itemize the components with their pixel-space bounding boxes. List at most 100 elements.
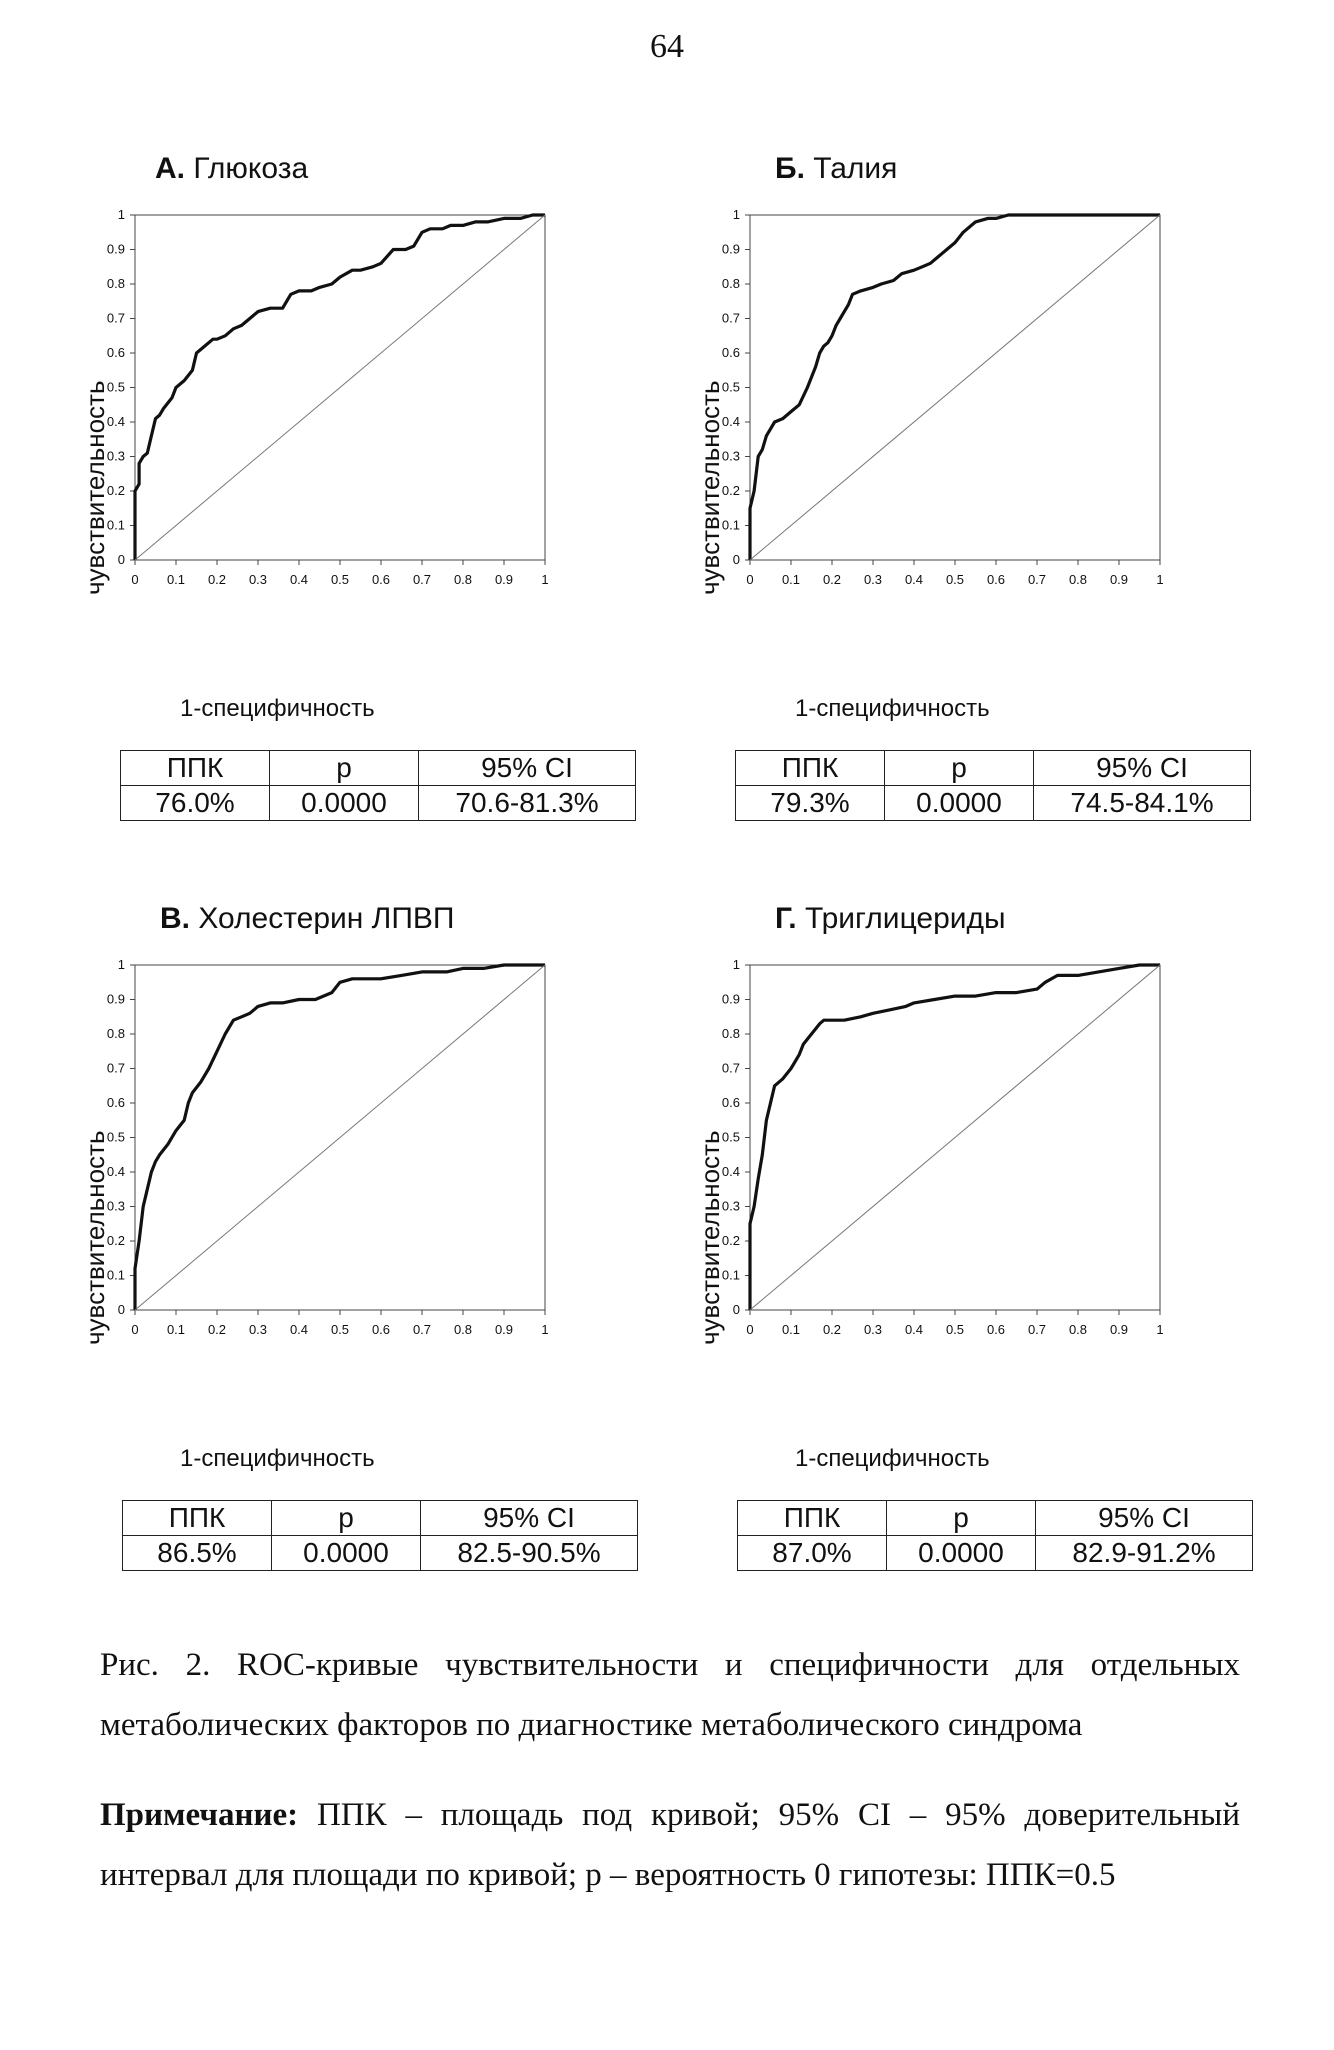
x-tick-label: 0.4 — [290, 572, 308, 587]
y-tick-label: 0.7 — [107, 311, 125, 326]
x-tick-label: 0.4 — [905, 1322, 923, 1337]
roc-chart: 00 0.1 0.1 0.2 0.2 0.3 0.3 0.4 0.4 0.5 0.5 0.6 0.6 0.… — [107, 957, 549, 1337]
header-auc: ППК — [735, 750, 885, 786]
roc-chart: 00 0.1 0.1 0.2 0.2 0.3 0.3 0.4 0.4 0.5 0.5 0.6 0.6 0.… — [722, 207, 1164, 587]
y-tick-label: 1 — [733, 957, 740, 972]
panel-title-text: Триглицериды — [804, 902, 1006, 935]
x-tick-label: 0.6 — [987, 1322, 1005, 1337]
x-tick-label: 0.4 — [290, 1322, 308, 1337]
reference-line — [134, 214, 546, 561]
x-tick-label: 1 — [541, 1322, 548, 1337]
y-tick-label: 0.3 — [107, 1199, 125, 1214]
note-text: ППК – площадь под кривой; 95% CI – 95% д… — [100, 1797, 1240, 1893]
x-tick-label: 0.8 — [454, 1322, 472, 1337]
header-auc: ППК — [122, 1500, 272, 1536]
page-number: 64 — [650, 28, 684, 65]
x-axis-label: 1-специфичность — [180, 1445, 375, 1472]
x-tick-label: 0.9 — [495, 572, 513, 587]
roc-chart: 00 0.1 0.1 0.2 0.2 0.3 0.3 0.4 0.4 0.5 0.5 0.6 0.6 0.… — [107, 207, 549, 587]
roc-curve — [748, 963, 1160, 1310]
y-tick-label: 0.9 — [107, 992, 125, 1007]
y-tick-label: 0.4 — [107, 1164, 125, 1179]
panel-letter: А. — [155, 152, 185, 185]
x-tick-label: 0.9 — [1110, 572, 1128, 587]
y-tick-label: 0.9 — [107, 242, 125, 257]
value-p: 0.0000 — [886, 1535, 1036, 1571]
x-tick-label: 0.6 — [987, 572, 1005, 587]
x-tick-label: 0.2 — [208, 572, 226, 587]
header-ci: 95% CI — [1033, 750, 1251, 786]
y-axis-label: чувствительность — [80, 1130, 110, 1345]
header-ci: 95% CI — [420, 1500, 638, 1536]
y-tick-label: 0.8 — [722, 1026, 740, 1041]
header-p: p — [271, 1500, 421, 1536]
reference-line — [749, 214, 1161, 561]
roc-panel-triglycerides: Г. Триглицериды 0 0 0.1 0.1 0.2 0.2 0.3 0.3 0.4 0… — [685, 890, 1253, 1610]
x-tick-label: 0.9 — [495, 1322, 513, 1337]
y-tick-label: 0.6 — [107, 345, 125, 360]
panel-title: В. Холестерин ЛПВП — [160, 902, 455, 936]
value-auc: 87.0% — [737, 1535, 887, 1571]
y-tick-label: 0.2 — [107, 1233, 125, 1248]
y-tick-label: 0 — [118, 1302, 125, 1317]
y-tick-label: 0.1 — [107, 1268, 125, 1283]
stats-table: ППК p 95% CI 86.5% 0.0000 82.5-90.5% — [122, 1500, 638, 1571]
panel-letter: В. — [160, 902, 190, 935]
x-tick-label: 0.7 — [413, 1322, 431, 1337]
y-tick-label: 0 — [733, 1302, 740, 1317]
y-tick-label: 0.9 — [722, 242, 740, 257]
y-axis-label: чувствительность — [695, 380, 725, 595]
panel-title: Г. Триглицериды — [775, 902, 1006, 936]
stats-table: ППК p 95% CI 87.0% 0.0000 82.9-91.2% — [737, 1500, 1253, 1571]
y-tick-label: 0.1 — [722, 1268, 740, 1283]
y-axis-label: чувствительность — [80, 380, 110, 595]
roc-panel-glucose: А. Глюкоза 0 0 0.1 0.1 0.2 0.2 0.3 0.3 0.4 0.4 0.5… — [70, 140, 636, 860]
x-tick-label: 0.2 — [823, 572, 841, 587]
panel-letter: Б. — [775, 152, 805, 185]
x-tick-label: 0.6 — [372, 1322, 390, 1337]
x-tick-label: 0 — [746, 572, 753, 587]
value-auc: 79.3% — [735, 785, 885, 821]
value-ci: 74.5-84.1% — [1033, 785, 1251, 821]
stats-table: ППК p 95% CI 76.0% 0.0000 70.6-81.3% — [120, 750, 636, 821]
x-tick-label: 0.3 — [249, 572, 267, 587]
x-tick-label: 0.1 — [782, 572, 800, 587]
header-ci: 95% CI — [418, 750, 636, 786]
x-axis-label: 1-специфичность — [795, 1445, 990, 1472]
y-tick-label: 0.4 — [722, 414, 740, 429]
panel-title-text: Талия — [813, 152, 898, 185]
reference-line — [749, 964, 1161, 1311]
header-p: p — [884, 750, 1034, 786]
x-tick-label: 0.5 — [946, 1322, 964, 1337]
x-tick-label: 0.8 — [454, 572, 472, 587]
panel-title-text: Холестерин ЛПВП — [198, 902, 455, 935]
y-tick-label: 0.7 — [722, 311, 740, 326]
value-ci: 82.5-90.5% — [420, 1535, 638, 1571]
roc-panel-hdl: В. Холестерин ЛПВП 0 0 0.1 0.1 0.2 0.2 0.3 0.3 0… — [70, 890, 638, 1610]
x-tick-label: 0.7 — [413, 572, 431, 587]
roc-curve — [133, 963, 545, 1310]
header-auc: ППК — [120, 750, 270, 786]
y-tick-label: 0.9 — [722, 992, 740, 1007]
x-tick-label: 0.1 — [782, 1322, 800, 1337]
y-axis-label: чувствительность — [695, 1130, 725, 1345]
y-tick-label: 1 — [118, 957, 125, 972]
y-tick-label: 0.1 — [107, 518, 125, 533]
x-tick-label: 0.8 — [1069, 572, 1087, 587]
x-tick-label: 0.3 — [864, 1322, 882, 1337]
y-tick-label: 0.5 — [107, 380, 125, 395]
y-tick-label: 0.2 — [107, 483, 125, 498]
y-tick-label: 0.5 — [722, 380, 740, 395]
x-tick-label: 0.9 — [1110, 1322, 1128, 1337]
panel-title: А. Глюкоза — [155, 152, 308, 186]
x-tick-label: 1 — [541, 572, 548, 587]
y-tick-label: 0.7 — [107, 1061, 125, 1076]
value-auc: 76.0% — [120, 785, 270, 821]
y-tick-label: 0.2 — [722, 1233, 740, 1248]
value-ci: 70.6-81.3% — [418, 785, 636, 821]
stats-table: ППК p 95% CI 79.3% 0.0000 74.5-84.1% — [735, 750, 1251, 821]
figure-note: Примечание: ППК – площадь под кривой; 95… — [100, 1785, 1240, 1905]
y-tick-label: 0.3 — [722, 1199, 740, 1214]
y-tick-label: 0 — [118, 552, 125, 567]
x-tick-label: 0.8 — [1069, 1322, 1087, 1337]
